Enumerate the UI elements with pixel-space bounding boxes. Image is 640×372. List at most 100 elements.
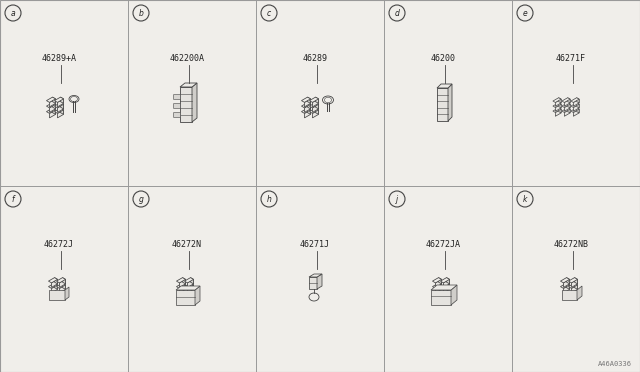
Polygon shape (49, 110, 56, 118)
Polygon shape (564, 104, 570, 111)
Polygon shape (562, 98, 570, 102)
Text: k: k (523, 195, 527, 203)
Text: 46272NB: 46272NB (554, 240, 589, 249)
Polygon shape (577, 98, 579, 103)
Polygon shape (433, 283, 442, 288)
Polygon shape (305, 105, 310, 112)
Polygon shape (563, 279, 570, 288)
Polygon shape (316, 103, 319, 109)
Polygon shape (179, 279, 186, 288)
Polygon shape (447, 283, 449, 289)
Text: 46200: 46200 (431, 54, 456, 63)
Polygon shape (52, 108, 56, 114)
Polygon shape (559, 103, 561, 108)
Polygon shape (309, 277, 317, 289)
Polygon shape (563, 285, 570, 293)
Polygon shape (312, 110, 319, 118)
Text: h: h (267, 195, 271, 203)
Polygon shape (573, 99, 579, 106)
Polygon shape (447, 278, 449, 284)
Polygon shape (310, 103, 319, 108)
Polygon shape (556, 99, 561, 106)
Polygon shape (559, 98, 561, 103)
Polygon shape (49, 290, 65, 300)
Polygon shape (301, 103, 310, 108)
Text: 462200A: 462200A (170, 54, 205, 63)
FancyBboxPatch shape (173, 103, 180, 109)
Polygon shape (312, 99, 319, 107)
Polygon shape (188, 279, 193, 288)
Polygon shape (577, 103, 579, 108)
Polygon shape (301, 97, 310, 102)
Polygon shape (564, 99, 570, 106)
Polygon shape (435, 279, 442, 288)
Polygon shape (58, 105, 63, 112)
Polygon shape (307, 103, 310, 109)
Polygon shape (176, 290, 195, 305)
Polygon shape (571, 98, 579, 102)
Polygon shape (571, 103, 579, 108)
Polygon shape (568, 108, 570, 113)
Polygon shape (310, 108, 319, 113)
Polygon shape (310, 97, 319, 102)
Polygon shape (573, 109, 579, 116)
Polygon shape (60, 285, 65, 293)
Polygon shape (556, 109, 561, 116)
Polygon shape (47, 108, 56, 113)
Polygon shape (438, 283, 442, 289)
Text: 46271J: 46271J (300, 240, 330, 249)
Polygon shape (301, 108, 310, 113)
Polygon shape (60, 279, 65, 288)
Polygon shape (47, 97, 56, 102)
Polygon shape (195, 286, 200, 305)
Polygon shape (564, 109, 570, 116)
Text: 46272JA: 46272JA (426, 240, 461, 249)
Polygon shape (561, 278, 570, 283)
Polygon shape (54, 283, 58, 289)
Polygon shape (559, 108, 561, 113)
Polygon shape (440, 283, 449, 288)
Polygon shape (177, 283, 186, 288)
Polygon shape (307, 97, 310, 103)
Text: 46272N: 46272N (172, 240, 202, 249)
Polygon shape (182, 283, 186, 289)
Text: c: c (267, 9, 271, 17)
Polygon shape (49, 99, 56, 107)
Polygon shape (51, 279, 58, 288)
Polygon shape (568, 278, 577, 283)
Polygon shape (316, 108, 319, 114)
Polygon shape (562, 108, 570, 112)
Polygon shape (433, 278, 442, 283)
Polygon shape (437, 88, 448, 121)
Polygon shape (184, 283, 193, 288)
Text: e: e (523, 9, 527, 17)
Polygon shape (577, 286, 582, 300)
Polygon shape (568, 98, 570, 103)
Polygon shape (561, 283, 570, 288)
Polygon shape (58, 99, 63, 107)
Polygon shape (444, 279, 449, 288)
Polygon shape (448, 84, 452, 121)
Polygon shape (54, 97, 63, 102)
Polygon shape (451, 285, 457, 305)
Polygon shape (49, 105, 56, 112)
Polygon shape (54, 278, 58, 284)
Polygon shape (177, 278, 186, 283)
Polygon shape (54, 108, 63, 113)
Polygon shape (562, 290, 577, 300)
Polygon shape (577, 108, 579, 113)
Polygon shape (317, 274, 322, 289)
Polygon shape (191, 278, 193, 284)
Polygon shape (184, 278, 193, 283)
Polygon shape (553, 103, 561, 108)
Text: g: g (139, 195, 143, 203)
Text: d: d (395, 9, 399, 17)
Polygon shape (572, 285, 577, 293)
FancyBboxPatch shape (173, 112, 180, 118)
Polygon shape (575, 283, 577, 289)
Polygon shape (307, 108, 310, 114)
Polygon shape (566, 278, 570, 284)
Text: A46A0336: A46A0336 (598, 361, 632, 367)
Polygon shape (566, 283, 570, 289)
Polygon shape (61, 108, 63, 114)
